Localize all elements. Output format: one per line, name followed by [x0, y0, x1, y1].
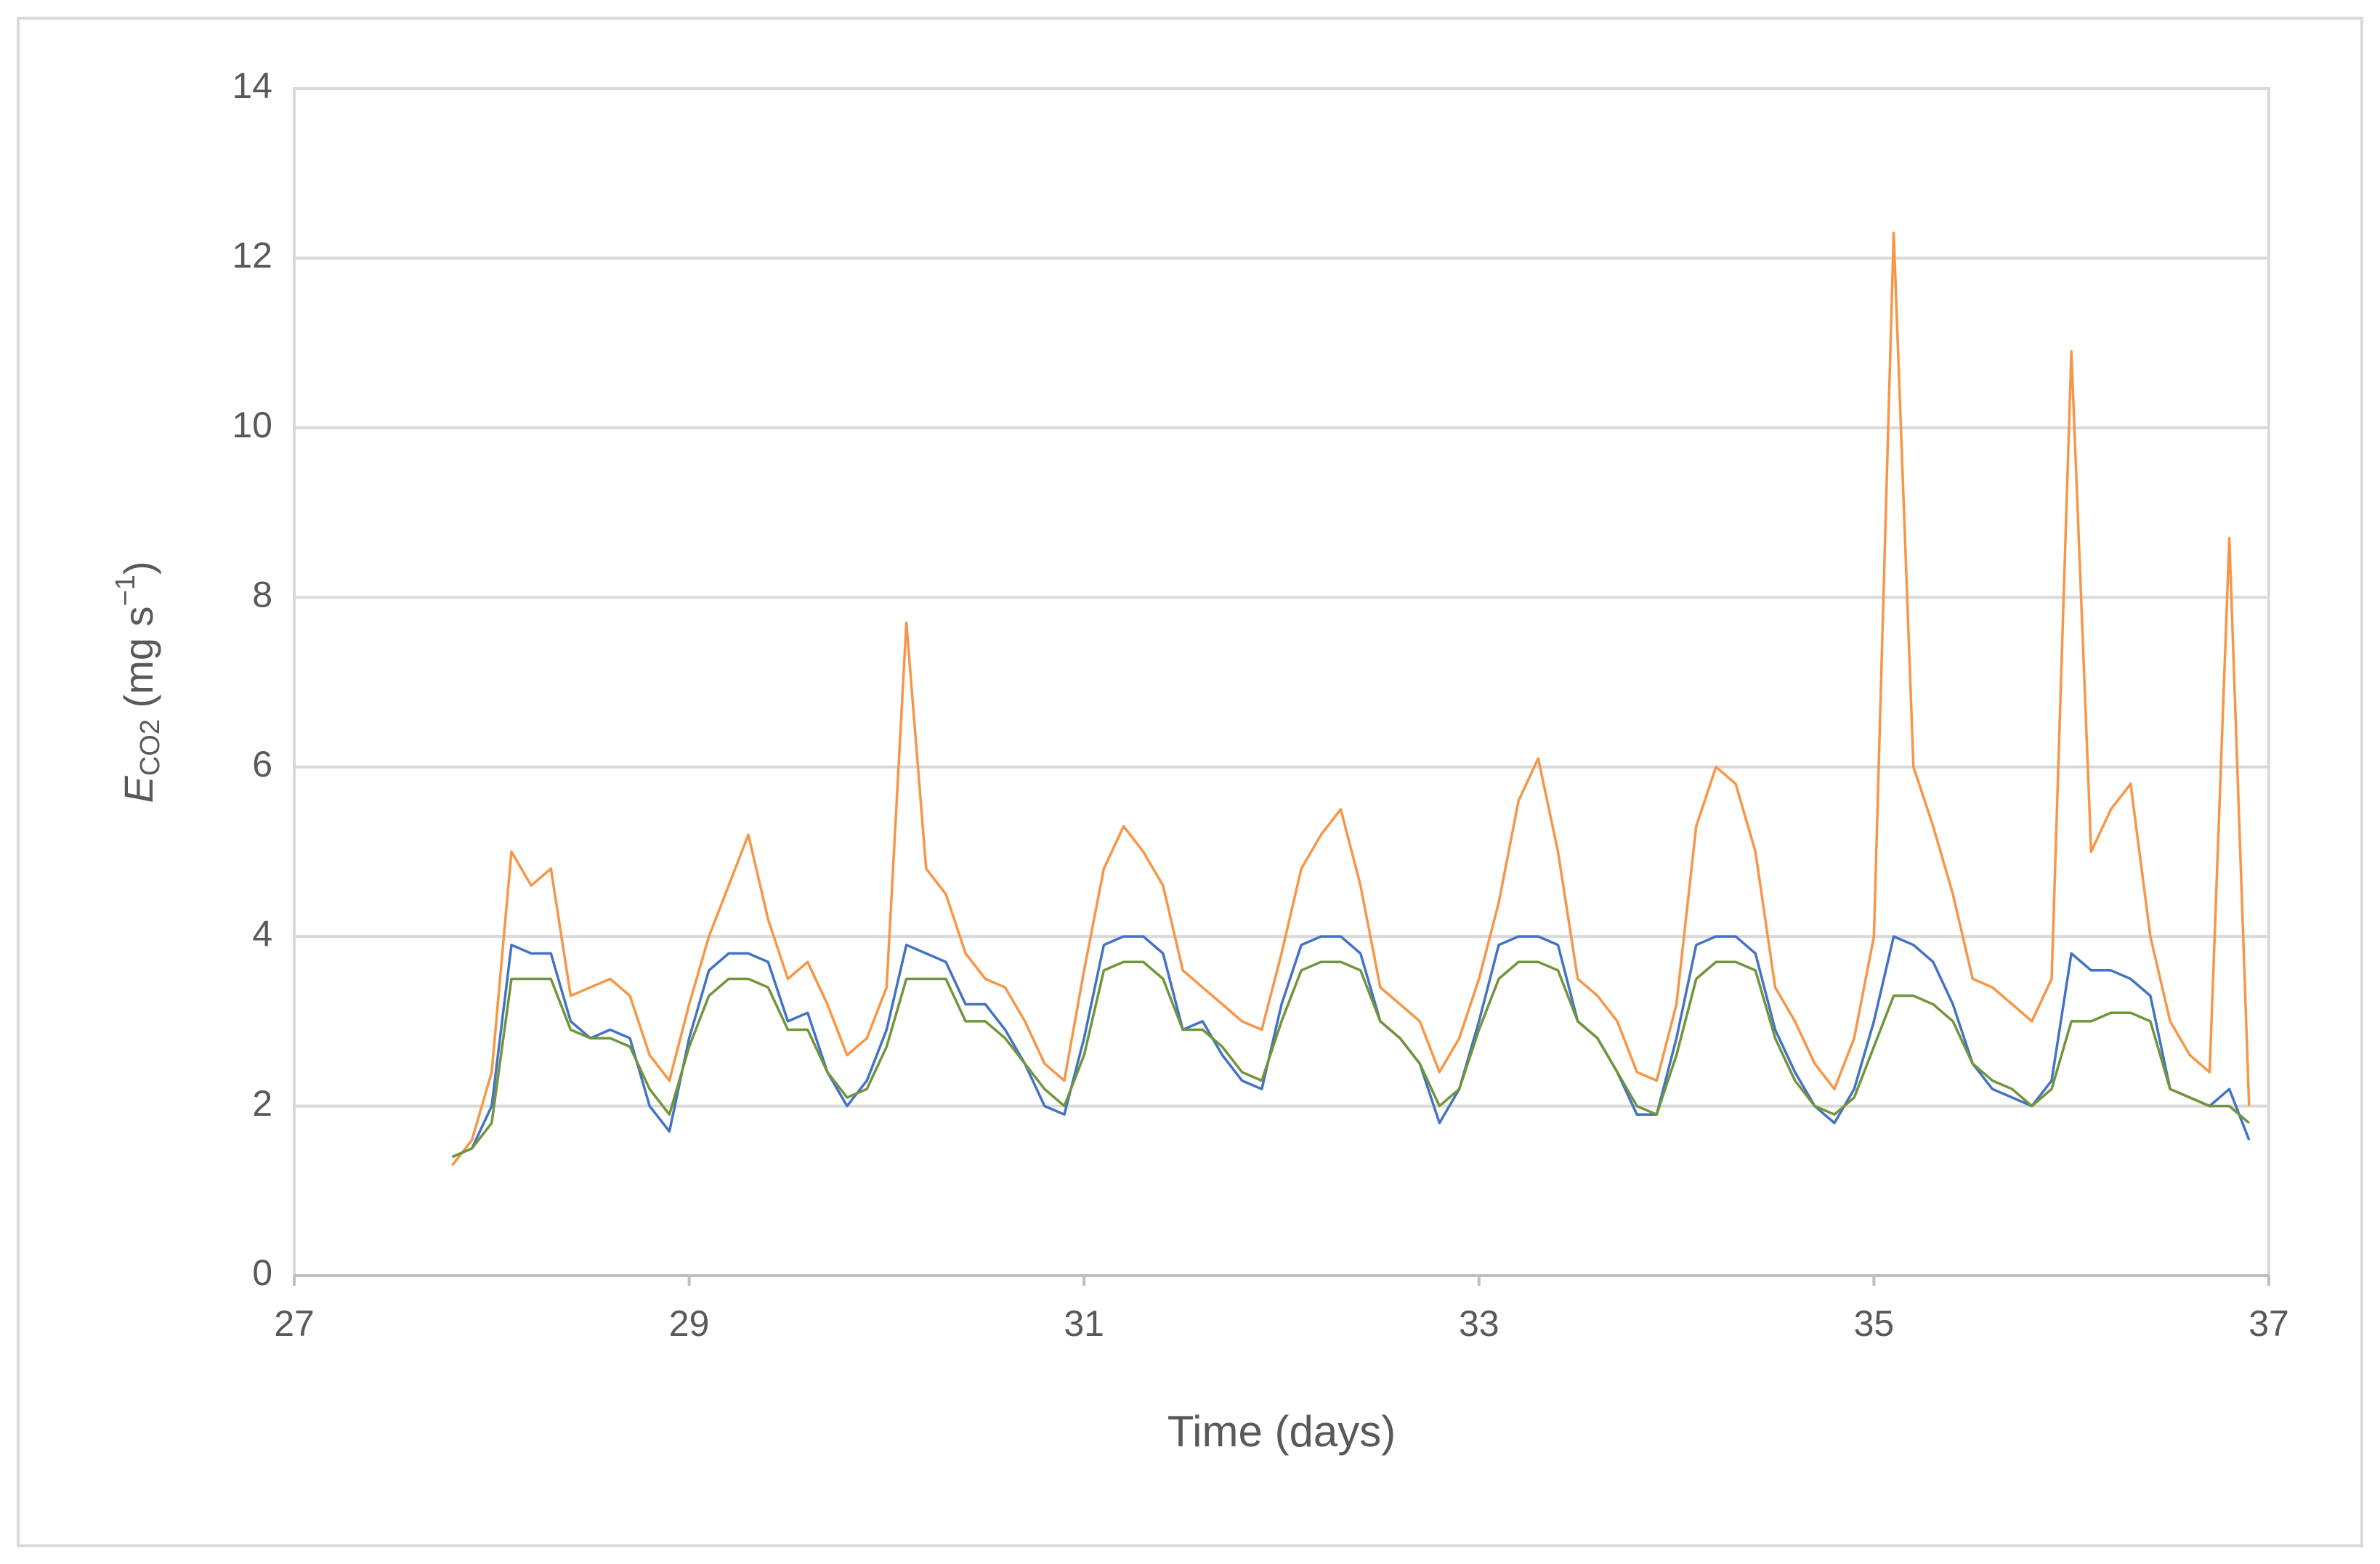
chart-frame	[17, 17, 2363, 1547]
x-tick-label: 31	[1064, 1303, 1104, 1344]
x-tick-label: 33	[1459, 1303, 1499, 1344]
y-tick-label: 14	[232, 65, 272, 106]
y-tick-label: 12	[232, 235, 272, 276]
x-tick-label: 29	[669, 1303, 710, 1344]
y-tick-label: 8	[252, 574, 272, 615]
y-tick-label: 2	[252, 1083, 272, 1124]
y-title-close: )	[116, 561, 161, 575]
data-line	[451, 960, 2250, 1159]
y-title-subscript: CO2	[135, 719, 166, 776]
x-tick-label: 37	[2249, 1303, 2289, 1344]
x-tick-label: 27	[274, 1303, 315, 1344]
y-tick-label: 4	[252, 913, 272, 954]
x-axis-title: Time (days)	[1167, 1407, 1396, 1456]
x-tick-label: 35	[1854, 1303, 1895, 1344]
data-line	[451, 231, 2251, 1167]
data-line	[451, 935, 2251, 1159]
y-axis-title: ECO2 (mg s−1)	[110, 561, 166, 803]
y-title-symbol: E	[116, 776, 161, 803]
y-tick-label: 10	[232, 405, 272, 445]
y-tick-label: 0	[252, 1252, 272, 1293]
y-title-unit: (mg s	[116, 606, 161, 719]
y-title-superscript: −1	[110, 575, 141, 606]
y-tick-label: 6	[252, 744, 272, 785]
